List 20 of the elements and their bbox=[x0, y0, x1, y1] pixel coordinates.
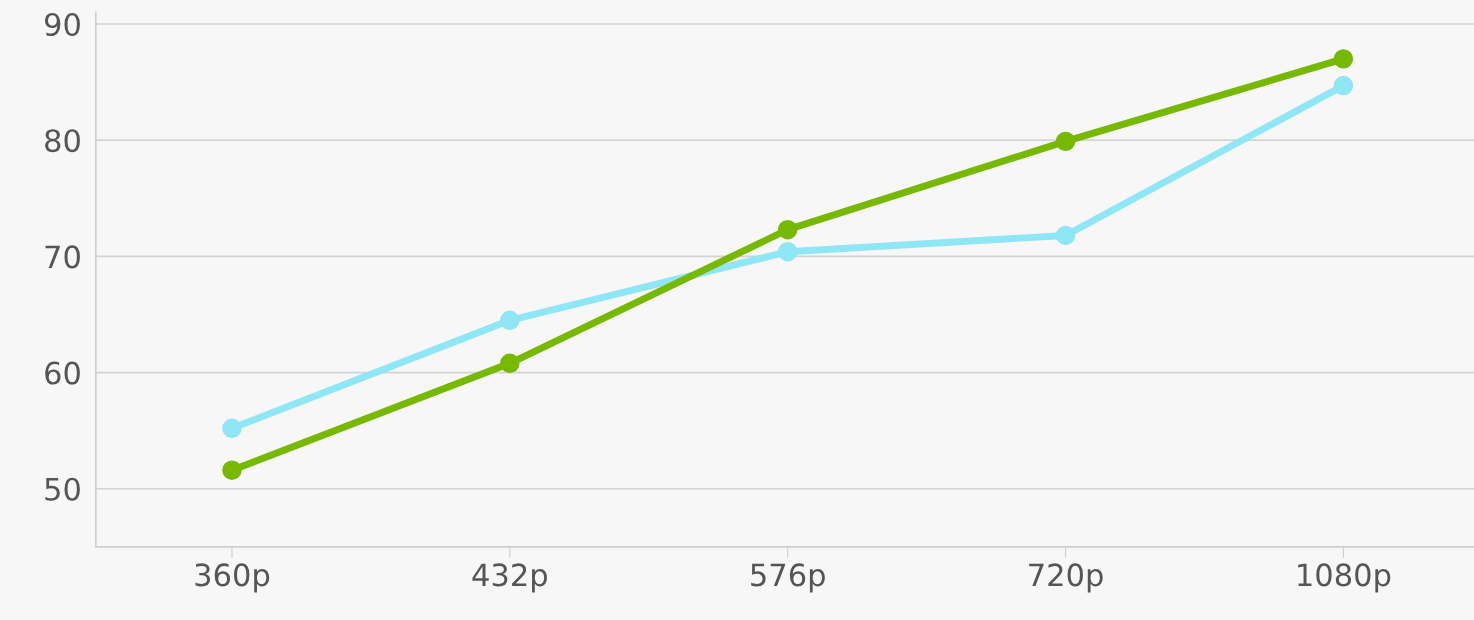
point bbox=[1333, 75, 1354, 96]
x-tick-label: 432p bbox=[472, 563, 548, 593]
y-tick-label: 90 bbox=[44, 12, 80, 37]
point bbox=[222, 418, 242, 439]
point bbox=[1055, 225, 1076, 246]
y-tick-label: 50 bbox=[45, 477, 80, 501]
x-tick-label: 360p bbox=[195, 563, 270, 593]
point bbox=[500, 310, 520, 331]
y-tick-label: 60 bbox=[45, 361, 80, 385]
point bbox=[222, 460, 242, 480]
point bbox=[777, 242, 798, 262]
point bbox=[500, 353, 520, 373]
point bbox=[777, 219, 798, 240]
y-tick-label: 70 bbox=[45, 245, 80, 269]
x-tick-label: 1080p bbox=[1298, 563, 1391, 593]
x-tick-label: 576p bbox=[751, 563, 825, 593]
point bbox=[1055, 131, 1076, 152]
x-tick-label: 720p bbox=[1029, 563, 1103, 593]
point bbox=[1333, 49, 1354, 69]
y-tick-label: 80 bbox=[45, 129, 80, 153]
